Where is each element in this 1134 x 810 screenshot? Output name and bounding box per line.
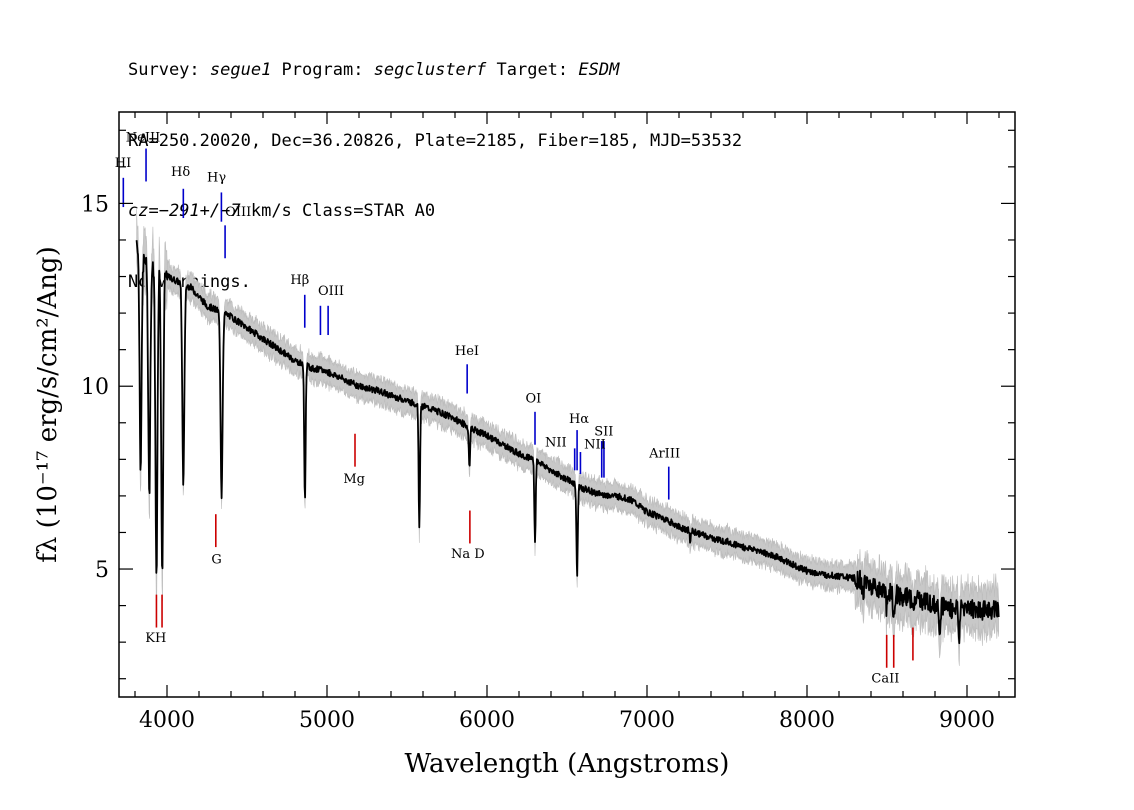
x-tick-label: 7000 <box>619 708 675 733</box>
absorption-line-label-na-d: Na D <box>451 547 485 562</box>
emission-line-label-oi: OI <box>526 392 542 407</box>
x-axis-label: Wavelength (Angstroms) <box>405 749 730 779</box>
header-line-redshift: cz=−291+/−7 km/s Class=STAR A0 <box>128 200 742 224</box>
absorption-line-label-caii: CaII <box>871 671 899 686</box>
emission-line-label-hi: HI <box>115 156 131 171</box>
target-value: ESDM <box>578 60 620 80</box>
emission-line-label-sii: SII <box>594 425 613 440</box>
spectrum-header: Survey: segue1 Program: segclusterf Targ… <box>128 12 742 318</box>
emission-line-label-oiii: OIII <box>318 284 344 299</box>
y-tick-label: 5 <box>95 558 109 583</box>
axis-ticks: 4000 5000 6000 7000 8000 9000 5 10 15 <box>81 112 1015 733</box>
emission-line-label-ariii: ArIII <box>648 447 680 462</box>
emission-line-label-hγ: Hγ <box>207 170 226 185</box>
y-tick-label: 15 <box>81 192 109 217</box>
emission-line-label-nii: NII <box>545 436 567 451</box>
x-tick-label: 8000 <box>779 708 835 733</box>
x-tick-label: 5000 <box>299 708 355 733</box>
header-line-survey: Survey: segue1 Program: segclusterf Targ… <box>128 59 742 83</box>
emission-line-label-hδ: Hδ <box>171 165 190 180</box>
x-tick-label: 4000 <box>139 708 195 733</box>
x-tick-label: 9000 <box>939 708 995 733</box>
survey-value: segue1 <box>209 60 272 80</box>
absorption-line-label-kh: KH <box>145 631 166 646</box>
error-envelope <box>136 207 999 666</box>
header-line-coordinates: RA=250.20020, Dec=36.20826, Plate=2185, … <box>128 130 743 151</box>
cz-label: cz= <box>128 201 159 221</box>
emission-line-label-hα: Hα <box>569 412 589 427</box>
absorption-line-label-mg: Mg <box>343 472 365 487</box>
absorption-line-label-g: G <box>211 553 221 568</box>
emission-line-label-neiii: NeIII <box>126 130 160 145</box>
target-label: Target: <box>486 60 579 80</box>
program-value: segclusterf <box>373 60 487 80</box>
x-tick-label: 6000 <box>459 708 515 733</box>
survey-label: Survey: <box>128 60 210 80</box>
flux-series <box>135 240 1000 645</box>
program-label: Program: <box>271 60 374 80</box>
emission-line-label-hβ: Hβ <box>290 273 309 288</box>
y-axis-label: fλ (10⁻¹⁷ erg/s/cm²/Ang) <box>33 246 63 562</box>
class-text: km/s Class=STAR A0 <box>240 201 436 221</box>
plot-frame <box>118 111 1016 698</box>
error-band <box>136 207 999 666</box>
y-tick-label: 10 <box>81 375 109 400</box>
cz-value: −291+/−7 <box>158 201 241 221</box>
emission-line-label-nii: NII <box>584 437 606 452</box>
emission-line-label-oiii: OIII <box>225 205 251 220</box>
flux-line <box>135 240 1000 645</box>
emission-line-label-hei: HeI <box>455 344 479 359</box>
